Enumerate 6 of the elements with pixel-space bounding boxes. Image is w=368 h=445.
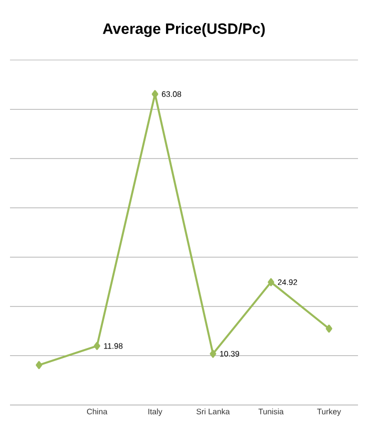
chart-title: Average Price(USD/Pc) [102,23,265,37]
point [268,278,274,286]
point [36,361,42,370]
point [210,350,216,358]
point [94,342,100,350]
point [326,324,332,333]
